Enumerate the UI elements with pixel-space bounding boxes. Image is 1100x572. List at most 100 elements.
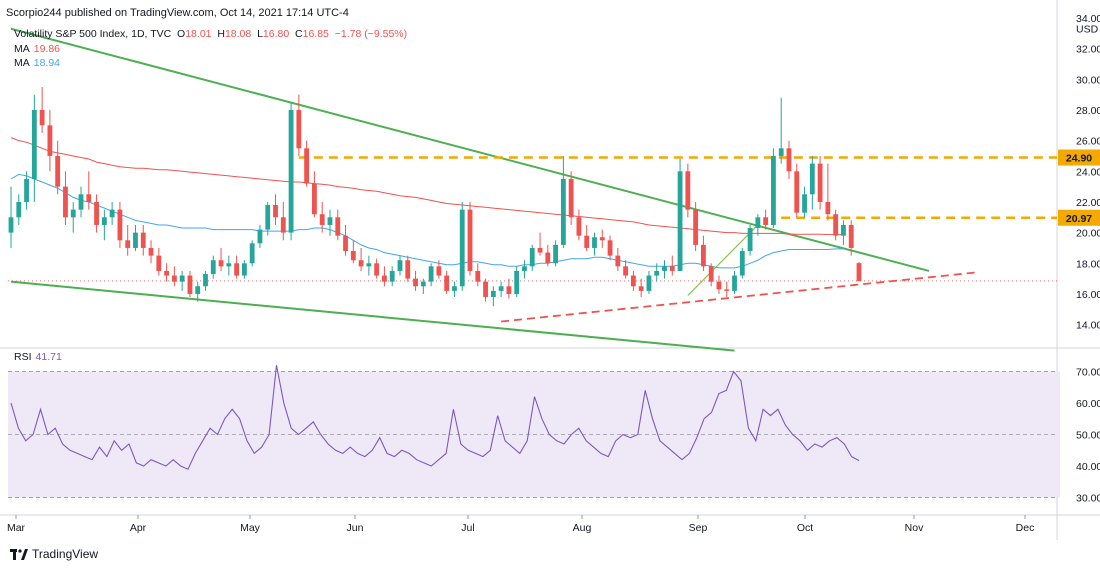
ma1-label: MA: [14, 43, 30, 55]
month-label: Jun: [347, 522, 364, 534]
close-value: 16.85: [302, 28, 329, 40]
candle-body: [374, 263, 380, 276]
candle-body: [475, 270, 481, 282]
candle-body: [560, 178, 566, 245]
symbol-legend: Volatility S&P 500 Index, 1D, TVC O18.01…: [14, 28, 407, 40]
candle-body: [693, 209, 699, 245]
candle-body: [24, 178, 29, 202]
candle-body: [685, 171, 691, 210]
candle-body: [335, 217, 341, 236]
candle-body: [584, 235, 590, 248]
open-value: 18.01: [185, 28, 212, 40]
candle-body: [809, 163, 815, 195]
candle-body: [856, 263, 862, 281]
candle-body: [389, 270, 395, 282]
candle-body: [265, 205, 271, 230]
brand-name: TradingView: [32, 547, 99, 561]
candle-body: [47, 125, 53, 156]
candle-body: [39, 109, 45, 126]
rsi-line: [10, 365, 860, 470]
price-tick-label: 26.00: [1076, 136, 1100, 148]
price-tick-label: 22.00: [1076, 197, 1100, 209]
ohlc-values: O18.01 H18.08 L16.80 C16.85 −1.78 (−9.55…: [174, 28, 407, 40]
open-key: O: [177, 28, 186, 40]
high-key: H: [217, 28, 225, 40]
price-tick-label: 16.00: [1076, 289, 1100, 301]
candle-body: [125, 240, 131, 248]
rsi-value: 41.71: [35, 351, 62, 363]
trendline-lower: [10, 280, 735, 352]
candle-body: [514, 270, 520, 294]
price-tick-label: 34.00: [1076, 13, 1100, 25]
rsi-tick-label: 50.00: [1076, 430, 1100, 442]
level-price-label: 24.90: [1066, 153, 1092, 165]
rsi-legend: RSI 41.71: [14, 351, 62, 363]
candle-body: [708, 266, 714, 282]
month-label: Sep: [689, 522, 708, 534]
candle-body: [669, 266, 675, 271]
candle-body: [249, 243, 255, 264]
rsi-label: RSI: [14, 351, 32, 363]
candle-body: [739, 251, 745, 276]
price-tick-label: 14.00: [1076, 320, 1100, 332]
candle-body: [467, 209, 473, 271]
candle-body: [763, 217, 769, 225]
candle-body: [109, 209, 115, 218]
candle-body: [156, 255, 162, 271]
candle-body: [296, 109, 302, 149]
candle-body: [195, 286, 201, 294]
candle-body: [350, 251, 356, 261]
ma2-label: MA: [14, 57, 30, 69]
candle-body: [817, 163, 823, 202]
month-label: Nov: [905, 522, 924, 534]
candle-body: [794, 171, 800, 213]
candle-body: [662, 266, 667, 271]
candle-body: [490, 290, 496, 298]
price-tick-label: 18.00: [1076, 258, 1100, 270]
candle-body: [210, 260, 216, 275]
close-key: C: [295, 28, 303, 40]
candle-body: [413, 278, 418, 287]
candle-body: [452, 286, 457, 291]
candle-body: [397, 260, 403, 271]
candle-body: [522, 266, 527, 271]
candle-body: [771, 155, 776, 225]
ma-red-line: [10, 137, 844, 236]
candle-body: [553, 244, 558, 264]
footer-brand[interactable]: TradingView: [10, 547, 98, 561]
candle-body: [358, 260, 364, 267]
month-label: May: [240, 522, 261, 534]
candle-body: [304, 148, 310, 184]
price-tick-label: 28.00: [1076, 105, 1100, 117]
month-label: Dec: [1016, 522, 1035, 534]
candle-body: [529, 247, 535, 267]
candle-body: [444, 275, 450, 291]
candle-body: [646, 275, 652, 291]
candle-body: [700, 244, 706, 267]
candle-body: [133, 232, 138, 248]
candle-body: [319, 214, 325, 225]
ma1-legend: MA 19.86: [14, 43, 60, 55]
candle-body: [94, 201, 99, 225]
price-unit-label: USD: [1076, 24, 1099, 36]
candle-body: [623, 266, 629, 276]
price-tick-label: 30.00: [1076, 74, 1100, 86]
candle-body: [101, 217, 107, 225]
candle-body: [234, 263, 240, 276]
month-label: Aug: [573, 522, 592, 534]
candle-body: [86, 194, 92, 202]
candle-body: [654, 270, 660, 276]
candle-body: [638, 286, 644, 291]
candle-body: [16, 201, 22, 218]
trendline-upper: [10, 27, 930, 272]
ma1-value: 19.86: [33, 43, 61, 55]
candle-body: [226, 263, 232, 267]
candle-body: [70, 209, 76, 218]
candle-body: [848, 224, 854, 248]
candle-body: [506, 286, 512, 294]
candle-body: [576, 217, 582, 236]
candle-body: [459, 209, 465, 287]
month-label: Oct: [797, 522, 813, 534]
